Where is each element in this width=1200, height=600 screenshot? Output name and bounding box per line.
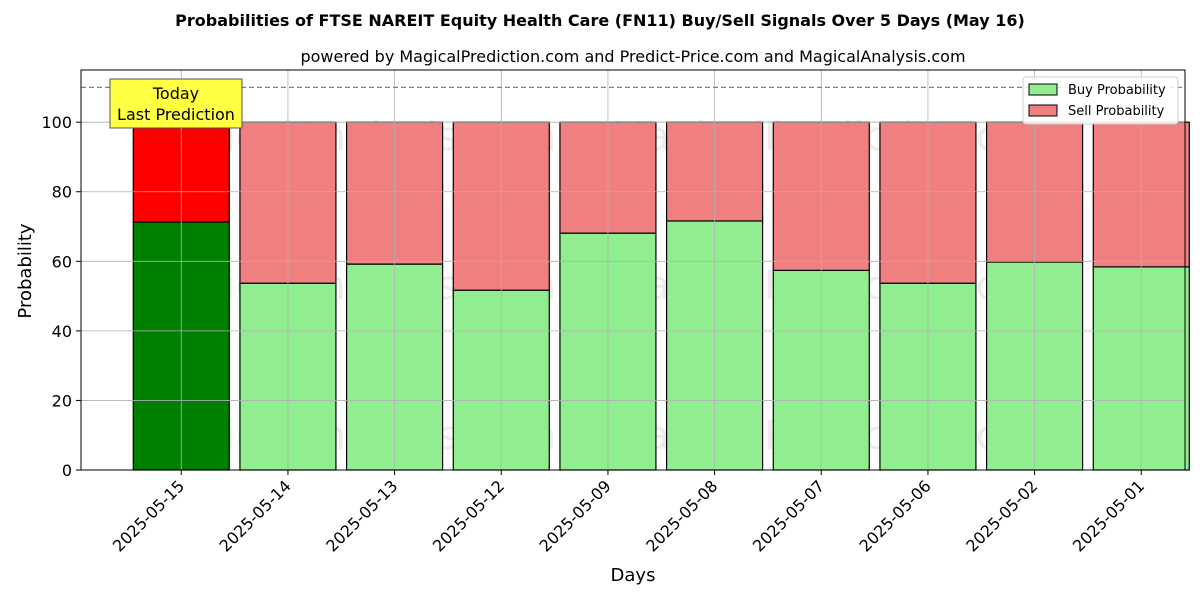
x-tick-label: 2025-05-13 [322,476,401,555]
plot-area: MagicalAnalysis.comMagicalPrediction.com… [41,69,1190,556]
x-tick-label: 2025-05-08 [642,476,721,555]
x-tick-label: 2025-05-02 [962,476,1041,555]
legend-swatch [1028,83,1058,96]
annotation-text: Today [152,84,199,103]
legend-swatch [1028,104,1058,117]
y-tick-label: 60 [52,252,72,271]
annotation-box [109,78,243,129]
y-tick-label: 20 [52,391,72,410]
chart-subtitle: powered by MagicalPrediction.com and Pre… [300,47,965,66]
x-tick-label: 2025-05-01 [1069,476,1148,555]
x-axis-label: Days [611,565,656,586]
x-tick-label: 2025-05-09 [536,476,615,555]
legend-label: Sell Probability [1068,104,1165,119]
legend-box [1022,76,1179,125]
x-tick-label: 2025-05-06 [856,476,935,555]
chart-title: Probabilities of FTSE NAREIT Equity Heal… [175,11,1025,30]
x-tick-label: 2025-05-12 [429,476,508,555]
x-tick-label: 2025-05-14 [216,476,295,555]
y-tick-label: 80 [52,183,72,202]
y-tick-label: 100 [41,113,72,132]
x-tick-label: 2025-05-15 [109,476,188,555]
plot-frame [80,69,1186,471]
legend-label: Buy Probability [1068,83,1166,98]
y-tick-label: 40 [52,322,72,341]
y-tick-label: 0 [62,461,72,480]
annotation-text: Last Prediction [117,105,235,124]
x-tick-label: 2025-05-07 [749,476,828,555]
y-axis-label: Probability [15,223,36,318]
